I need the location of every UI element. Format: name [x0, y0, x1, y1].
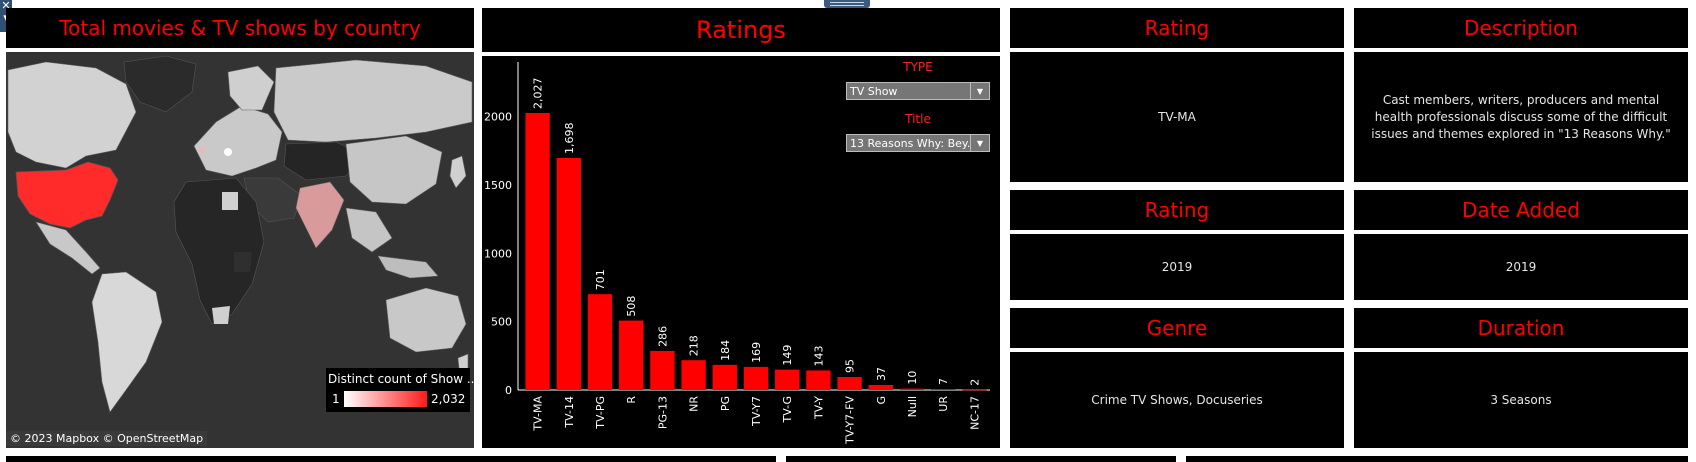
- bar-nr[interactable]: [681, 360, 706, 390]
- x-tick-label: TV-Y7-FV: [844, 396, 857, 445]
- type-filter-label: TYPE: [903, 60, 933, 74]
- bar-value-label: 2,027: [532, 77, 545, 109]
- y-tick-label: 0: [505, 384, 512, 397]
- drag-handle[interactable]: [824, 0, 870, 8]
- rating2-card-title: Rating: [1010, 190, 1344, 230]
- map-svg: [6, 52, 474, 448]
- x-tick-label: TV-Y7: [750, 396, 763, 427]
- legend-gradient: [344, 391, 427, 407]
- rating2-card-value: 2019: [1010, 234, 1344, 300]
- description-card-value: Cast members, writers, producers and men…: [1354, 52, 1688, 182]
- title-filter-label: Title: [905, 112, 931, 126]
- ratings-bar-chart: 0 500 1000 1500 2000 2,027 TV-MA 1,698 TV-14 701 T…: [484, 62, 990, 445]
- bar-value-label: 143: [812, 345, 825, 366]
- title-filter-dropdown[interactable]: 13 Reasons Why: Bey... ▼: [846, 134, 990, 152]
- map-title: Total movies & TV shows by country: [6, 8, 474, 48]
- type-filter-value: TV Show: [850, 84, 898, 98]
- y-tick-label: 500: [491, 316, 512, 329]
- x-tick-label: NR: [688, 396, 701, 412]
- close-icon: ✕: [1, 0, 11, 12]
- bar-pg[interactable]: [712, 364, 737, 390]
- bar-ur[interactable]: [931, 389, 956, 390]
- x-tick-label: PG-13: [656, 396, 669, 429]
- bar-value-label: 95: [844, 359, 857, 373]
- rating-card-value: TV-MA: [1010, 52, 1344, 182]
- x-tick-label: TV-14: [563, 396, 576, 429]
- x-tick-label: Null: [906, 396, 919, 417]
- bar-value-label: 218: [688, 335, 701, 356]
- bar-tv-14[interactable]: [556, 157, 581, 390]
- genre-card-value: Crime TV Shows, Docuseries: [1010, 352, 1344, 448]
- x-tick-label: UR: [937, 396, 950, 412]
- country-india: [295, 181, 345, 249]
- date-added-card-title: Date Added: [1354, 190, 1688, 230]
- chevron-down-icon: ▼: [970, 135, 989, 151]
- bottom-panel-2: [786, 456, 1176, 462]
- rating-card-title: Rating: [1010, 8, 1344, 48]
- x-tick-label: NC-17: [968, 396, 981, 430]
- bar-nc-17[interactable]: [962, 389, 987, 391]
- bar-value-label: 10: [906, 371, 919, 385]
- x-tick-label: G: [875, 396, 888, 405]
- bar-value-label: 2: [968, 379, 981, 386]
- y-tick-label: 2000: [484, 111, 512, 124]
- bar-value-label: 701: [594, 269, 607, 290]
- bar-value-label: 169: [750, 342, 763, 363]
- y-tick-label: 1500: [484, 179, 512, 192]
- bar-value-label: 1,698: [563, 122, 576, 154]
- duration-card-title: Duration: [1354, 308, 1688, 348]
- bar-tv-y7[interactable]: [743, 366, 769, 390]
- x-tick-label: TV-PG: [594, 396, 607, 430]
- bar-value-label: 184: [719, 340, 732, 361]
- bar-pg-13[interactable]: [650, 350, 675, 390]
- bar-value-label: 149: [781, 345, 794, 366]
- map-credit[interactable]: © 2023 Mapbox © OpenStreetMap: [6, 431, 208, 446]
- duration-card-value: 3 Seasons: [1354, 352, 1688, 448]
- bar-g[interactable]: [868, 384, 893, 390]
- bar-tv-y7-fv[interactable]: [837, 377, 862, 390]
- bar-value-label: 37: [875, 367, 888, 381]
- bar-tv-y[interactable]: [806, 370, 831, 390]
- x-tick-label: TV-MA: [532, 396, 545, 432]
- country-usa: [15, 161, 119, 229]
- bottom-panel-3: [1186, 456, 1688, 462]
- ratings-title: Ratings: [482, 8, 1000, 52]
- x-tick-label: R: [625, 396, 638, 404]
- legend-min-value: 1: [332, 392, 340, 406]
- bar-tv-pg[interactable]: [587, 294, 613, 390]
- bar-tv-g[interactable]: [775, 369, 800, 390]
- ratings-chart-panel: 0 500 1000 1500 2000 2,027 TV-MA 1,698 TV-14 701 T…: [482, 56, 1000, 448]
- bar-value-label: 508: [625, 296, 638, 317]
- chevron-down-icon: ▼: [970, 83, 989, 99]
- x-tick-label: TV-G: [781, 396, 794, 424]
- bar-r[interactable]: [619, 320, 644, 390]
- type-filter-dropdown[interactable]: TV Show ▼: [846, 82, 990, 100]
- title-filter-value: 13 Reasons Why: Bey...: [850, 136, 970, 150]
- bar-value-label: 7: [937, 378, 950, 385]
- genre-card-title: Genre: [1010, 308, 1344, 348]
- bar-null[interactable]: [899, 388, 925, 390]
- bar-value-label: 286: [656, 326, 669, 347]
- x-tick-label: PG: [719, 396, 732, 411]
- bottom-panel-1: [6, 456, 776, 462]
- y-tick-label: 1000: [484, 247, 512, 260]
- country-canada: [7, 61, 137, 169]
- legend-max-value: 2,032: [431, 392, 466, 406]
- description-card-title: Description: [1354, 8, 1688, 48]
- legend-title: Distinct count of Show ..: [328, 372, 475, 386]
- x-tick-label: TV-Y: [812, 396, 825, 420]
- bar-tv-ma[interactable]: [525, 112, 550, 390]
- date-added-card-value: 2019: [1354, 234, 1688, 300]
